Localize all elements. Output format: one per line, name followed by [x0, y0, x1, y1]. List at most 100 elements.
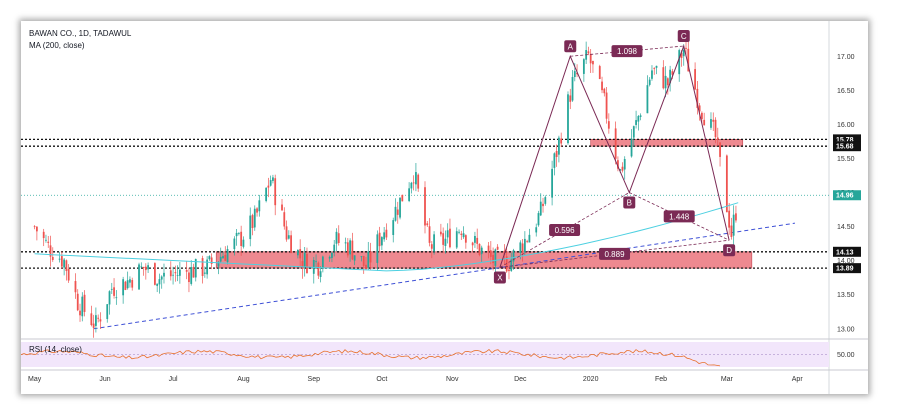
- y-tick-label: 13.50: [837, 292, 855, 299]
- candle-body: [178, 269, 181, 276]
- price-badge: 15.78: [836, 137, 854, 144]
- x-tick-label: Mar: [721, 376, 734, 383]
- candle-body: [528, 234, 531, 243]
- pattern-point-b: B: [627, 199, 632, 208]
- y-tick-label: 17.00: [837, 54, 855, 61]
- candle-body: [439, 231, 442, 235]
- price-badge-box: [833, 134, 861, 145]
- x-tick-label: Jun: [99, 376, 110, 383]
- candle-body: [287, 235, 290, 239]
- price-badge-box: [833, 190, 861, 201]
- candle-body: [551, 168, 554, 198]
- candle-body: [716, 137, 719, 140]
- candle-body: [637, 116, 640, 122]
- candle-body: [510, 259, 513, 271]
- candle-body: [635, 120, 637, 125]
- candle-body: [156, 283, 159, 286]
- candle-body: [122, 279, 125, 296]
- candle-body: [126, 280, 129, 289]
- candle-body: [732, 214, 735, 236]
- candle-body: [242, 239, 245, 247]
- candle-body: [235, 232, 238, 237]
- price-badge: 14.13: [836, 249, 854, 256]
- candle-body: [582, 59, 585, 74]
- candle-body: [700, 112, 703, 120]
- candle-body: [455, 231, 458, 248]
- candle-body: [412, 182, 415, 184]
- x-tick-label: Aug: [237, 376, 250, 383]
- y-tick-label: 16.50: [837, 88, 855, 95]
- candle-body: [651, 70, 653, 79]
- candle-body: [163, 272, 165, 277]
- candle-body: [224, 254, 227, 261]
- candle-body: [458, 231, 460, 233]
- candle-body: [685, 47, 687, 49]
- candle-body: [496, 246, 499, 250]
- candle-body: [605, 92, 608, 119]
- candle-body: [376, 234, 379, 263]
- candle-body: [369, 252, 372, 263]
- candle-body: [544, 197, 547, 204]
- candle-body: [115, 297, 118, 299]
- candle-body: [90, 313, 93, 326]
- x-tick-label: May: [28, 376, 42, 383]
- candle-body: [487, 245, 490, 252]
- candle-body: [573, 71, 576, 77]
- candle-body: [306, 253, 308, 274]
- candle-body: [494, 249, 497, 266]
- candle-body: [571, 77, 574, 101]
- candle-body: [569, 95, 572, 102]
- candle-body: [666, 78, 669, 86]
- candle-body: [233, 238, 236, 250]
- candle-body: [210, 257, 213, 264]
- candle-body: [108, 291, 111, 305]
- candle-body: [655, 65, 658, 68]
- chart-window: X A B C D 1.098 0.596 1.448 0.889 13.00 13.50 14.00…: [21, 21, 868, 394]
- x-tick-label: Apr: [792, 376, 804, 383]
- candle-body: [365, 264, 367, 270]
- candle-body: [521, 243, 524, 253]
- candle-body: [192, 266, 195, 278]
- candle-body: [719, 142, 721, 157]
- candle-body: [653, 68, 656, 69]
- candle-body: [614, 128, 617, 159]
- candle-body: [598, 66, 601, 80]
- candle-body: [558, 137, 560, 155]
- price-badge: 15.68: [836, 144, 854, 151]
- x-tick-label: Jul: [169, 376, 178, 383]
- candle-body: [680, 52, 683, 58]
- candle-body: [188, 272, 190, 283]
- candle-body: [203, 272, 206, 274]
- y-tick-label: 13.00: [837, 326, 855, 333]
- pattern-point-c: C: [681, 32, 687, 41]
- candle-body: [258, 200, 261, 212]
- x-tick-label: Oct: [376, 376, 387, 383]
- candle-body: [337, 233, 340, 243]
- candle-body: [542, 203, 544, 207]
- candle-body: [687, 48, 690, 72]
- candle-body: [194, 258, 197, 278]
- candle-body: [217, 261, 220, 267]
- candle-body: [281, 204, 283, 211]
- chart-canvas[interactable]: X A B C D 1.098 0.596 1.448 0.889 13.00 13.50 14.00…: [21, 21, 868, 394]
- candle-body: [508, 269, 510, 272]
- candle-body: [408, 188, 411, 201]
- candle-body: [735, 213, 737, 221]
- candle-body: [51, 256, 54, 260]
- zone-rect: [215, 251, 753, 269]
- candle-body: [669, 69, 672, 84]
- candle-body: [480, 247, 483, 255]
- candle-body: [392, 220, 395, 235]
- candle-body: [725, 155, 728, 213]
- candle-body: [682, 49, 685, 57]
- x-tick-label: Dec: [514, 376, 527, 383]
- candle-body: [428, 226, 431, 243]
- candle-body: [617, 160, 619, 169]
- candle-body: [94, 315, 97, 326]
- rsi-line: [21, 348, 721, 367]
- candle-body: [671, 71, 674, 75]
- candle-body: [274, 178, 277, 206]
- candle-body: [265, 187, 268, 201]
- candle-body: [251, 215, 254, 229]
- candle-body: [621, 166, 624, 171]
